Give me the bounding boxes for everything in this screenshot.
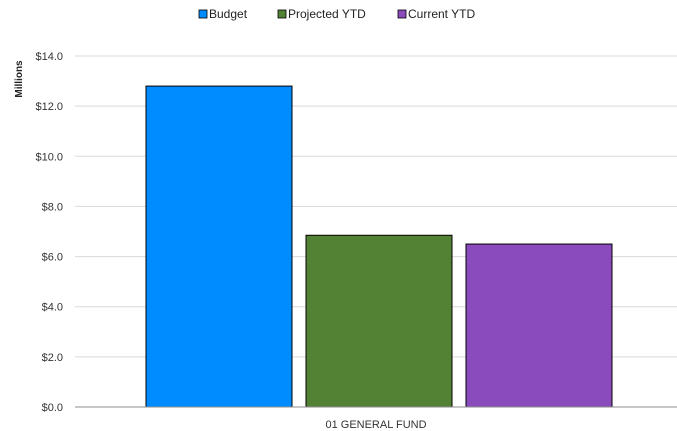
y-tick-label: $6.0: [42, 252, 63, 264]
legend-swatch-current-ytd: [397, 9, 407, 19]
y-tick-label: $14.0: [35, 51, 63, 63]
bar-projected-ytd: [305, 234, 453, 408]
y-axis-title: Millions: [14, 60, 25, 98]
legend-label-budget: Budget: [209, 7, 248, 21]
bar-budget: [145, 85, 293, 408]
legend: Budget Projected YTD Current YTD: [198, 7, 475, 21]
legend-label-current-ytd: Current YTD: [408, 7, 475, 21]
bars: [145, 85, 613, 408]
y-axis-ticks: $0.0 $2.0 $4.0 $6.0 $8.0 $10.0 $12.0 $14.0: [35, 51, 63, 414]
y-tick-label: $2.0: [42, 352, 63, 364]
y-tick-label: $12.0: [35, 101, 63, 113]
bar-current-ytd: [465, 243, 613, 408]
y-tick-label: $0.0: [42, 402, 63, 414]
legend-swatch-projected-ytd: [277, 9, 287, 19]
y-tick-label: $10.0: [35, 151, 63, 163]
legend-swatch-budget: [198, 9, 208, 19]
y-tick-label: $8.0: [42, 201, 63, 213]
x-axis-categories: 01 GENERAL FUND: [325, 419, 426, 431]
y-tick-label: $4.0: [42, 302, 63, 314]
x-category-label: 01 GENERAL FUND: [325, 419, 426, 431]
legend-label-projected-ytd: Projected YTD: [288, 7, 366, 21]
